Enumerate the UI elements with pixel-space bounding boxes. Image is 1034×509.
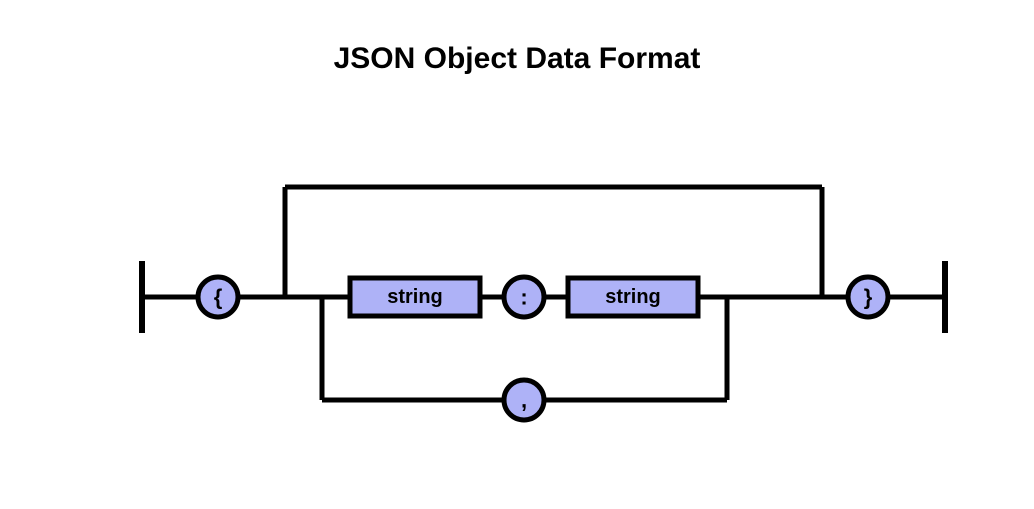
- label-colon: :: [520, 285, 527, 310]
- label-string-key: string: [387, 286, 443, 308]
- railroad-diagram: { string : string } ,: [0, 0, 1034, 509]
- label-close-brace: }: [864, 285, 873, 310]
- label-open-brace: {: [214, 285, 223, 310]
- label-string-value: string: [605, 286, 661, 308]
- label-comma: ,: [521, 388, 527, 413]
